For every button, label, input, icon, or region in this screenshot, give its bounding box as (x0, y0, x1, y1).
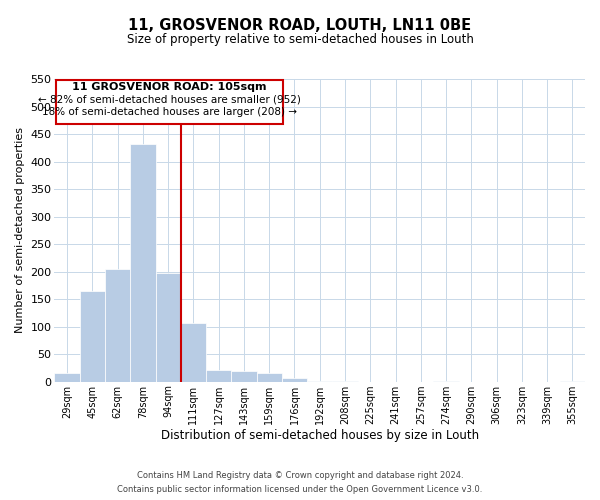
Bar (282, 378, 307, 382)
Text: 11 GROSVENOR ROAD: 105sqm: 11 GROSVENOR ROAD: 105sqm (72, 82, 266, 92)
Bar (155, 274, 181, 382)
Text: ← 82% of semi-detached houses are smaller (952): ← 82% of semi-detached houses are smalle… (38, 95, 301, 105)
Text: Size of property relative to semi-detached houses in Louth: Size of property relative to semi-detach… (127, 32, 473, 46)
Text: 18% of semi-detached houses are larger (208) →: 18% of semi-detached houses are larger (… (42, 107, 297, 117)
Text: 11, GROSVENOR ROAD, LOUTH, LN11 0BE: 11, GROSVENOR ROAD, LOUTH, LN11 0BE (128, 18, 472, 32)
Bar (130, 144, 155, 382)
Bar (560, 381, 585, 382)
Bar (257, 374, 282, 382)
X-axis label: Distribution of semi-detached houses by size in Louth: Distribution of semi-detached houses by … (161, 430, 479, 442)
Bar (105, 269, 130, 382)
Text: Contains public sector information licensed under the Open Government Licence v3: Contains public sector information licen… (118, 484, 482, 494)
Bar (332, 381, 358, 382)
Bar (307, 381, 332, 382)
Bar (181, 323, 206, 382)
Bar (55, 374, 80, 382)
FancyBboxPatch shape (56, 80, 283, 124)
Bar (433, 381, 458, 382)
Bar (206, 370, 232, 382)
Bar (80, 291, 105, 382)
Bar (232, 370, 257, 382)
Y-axis label: Number of semi-detached properties: Number of semi-detached properties (15, 128, 25, 334)
Text: Contains HM Land Registry data © Crown copyright and database right 2024.: Contains HM Land Registry data © Crown c… (137, 472, 463, 480)
